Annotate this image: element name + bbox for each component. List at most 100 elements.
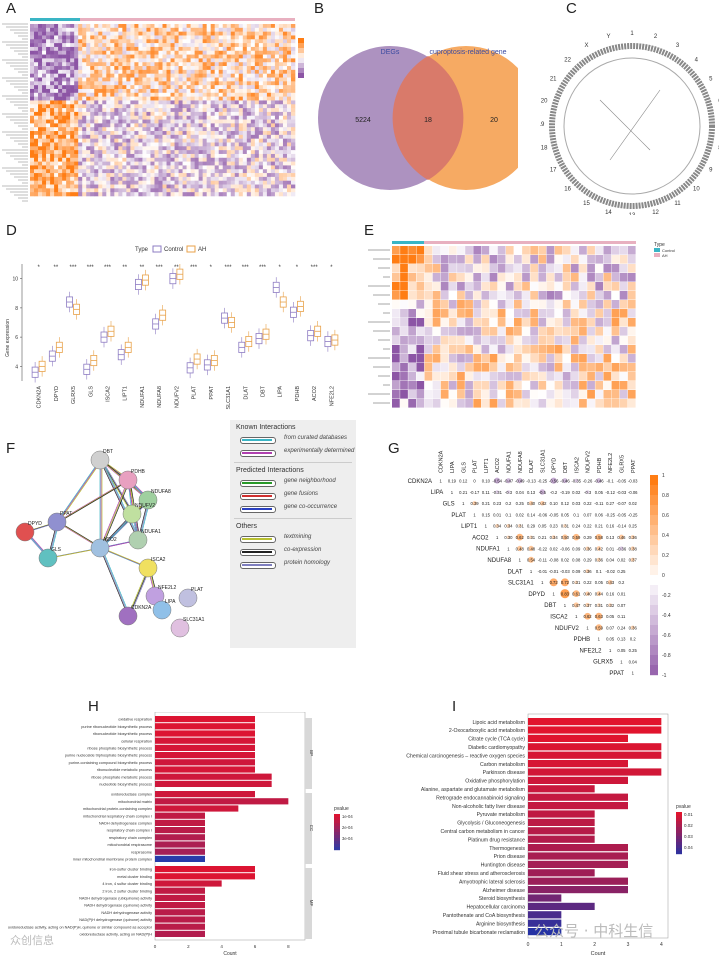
heatmap-a-cell [266, 131, 272, 136]
heatmap-a-cell [266, 46, 272, 52]
heatmap-a-cell [154, 58, 159, 63]
corr-circle [573, 533, 580, 541]
heatmap-e-cell [497, 399, 506, 408]
heatmap-a-cell [106, 138, 111, 143]
boxplot-ylabel: Gene expression [5, 319, 11, 357]
heatmap-a-cell [254, 92, 260, 97]
heatmap-a-cell [286, 146, 292, 151]
network-node [90, 450, 110, 470]
heatmap-a-cell [238, 176, 244, 182]
heatmap-a-cell [278, 24, 284, 29]
heatmap-a-cell [198, 88, 203, 94]
heatmap-e-cell [505, 282, 514, 291]
heatmap-a-cell [214, 100, 220, 105]
heatmap-a-cell [30, 131, 35, 136]
heatmap-a-cell [250, 43, 256, 48]
heatmap-a-cell [34, 24, 39, 29]
heatmap-a-cell [82, 39, 87, 44]
heatmap-a-cell [186, 92, 191, 97]
heatmap-a-cell [194, 180, 199, 185]
heatmap-a-cell [182, 188, 187, 193]
heatmap-a-cell [166, 77, 171, 82]
heatmap-a-cell [242, 115, 248, 120]
heatmap-e-cell [497, 336, 506, 345]
heatmap-a-cell [186, 85, 191, 90]
heatmap-e-cell [408, 264, 416, 273]
heatmap-a-cell [38, 96, 43, 101]
boxplot-significance: *** [311, 265, 319, 271]
heatmap-a-cell [122, 81, 127, 86]
heatmap-e-cell [514, 282, 522, 291]
heatmap-a-cell [238, 150, 244, 155]
heatmap-a-cell [206, 127, 211, 132]
heatmap-e-cell [448, 372, 457, 381]
heatmap-a-cell [202, 81, 207, 86]
heatmap-a-cell [110, 188, 115, 193]
heatmap-e-cell [465, 273, 473, 282]
heatmap-a-cell [54, 77, 59, 82]
heatmap-a-cell [278, 188, 284, 193]
heatmap-a-cell [58, 123, 63, 128]
corr-circle [551, 535, 556, 540]
heatmap-a-cell [78, 66, 83, 71]
heatmap-e-cell [473, 363, 482, 372]
venn-left-label: DEGs [381, 49, 400, 56]
corr-value: 0.34 [493, 524, 502, 529]
corr-value: 1 [462, 501, 465, 506]
heatmap-e-cell [587, 309, 595, 318]
heatmap-e-cell [481, 363, 490, 372]
heatmap-a-cell [82, 62, 87, 67]
heatmap-a-cell [70, 176, 75, 182]
heatmap-e-cell [416, 381, 425, 390]
corr-value: 0.13 [617, 637, 626, 642]
heatmap-a-cell [134, 192, 139, 197]
heatmap-a-cell [86, 153, 91, 159]
heatmap-e-cell [440, 246, 449, 255]
heatmap-a-cell [90, 85, 95, 90]
boxplot-ytick: 8 [15, 306, 18, 312]
heatmap-a-cell [170, 173, 175, 178]
heatmap-a-cell [198, 85, 203, 90]
kegg-xlabel: Count [591, 951, 606, 957]
heatmap-a-cell [66, 115, 71, 120]
heatmap-e-cell [522, 336, 530, 345]
heatmap-a-cell [30, 66, 35, 71]
heatmap-e-cell [603, 246, 612, 255]
go-group-label: MF [309, 900, 314, 907]
heatmap-a-cell [258, 127, 264, 132]
heatmap-a-cell [282, 184, 288, 189]
heatmap-e-cell [562, 273, 571, 282]
heatmap-e-cell [424, 399, 433, 408]
corr-value: 0.01 [617, 591, 626, 596]
boxplot-gene-label: NDUFV2 [174, 386, 180, 408]
heatmap-e-cell [522, 327, 530, 336]
corr-value: 0.16 [606, 524, 615, 529]
network-node [170, 618, 190, 638]
heatmap-a-cell [150, 108, 155, 113]
heatmap-a-cell [170, 88, 175, 94]
heatmap-a-cell [242, 184, 248, 189]
heatmap-a-cell [66, 35, 71, 40]
heatmap-a-cell [50, 85, 55, 90]
heatmap-e-cell [448, 381, 457, 390]
heatmap-a-cell [278, 123, 284, 128]
corr-circle [516, 533, 524, 541]
heatmap-a-cell [138, 146, 143, 151]
heatmap-e-cell [489, 309, 498, 318]
heatmap-a-cell [202, 192, 207, 197]
heatmap-a-cell [234, 150, 240, 155]
corr-circle [630, 557, 635, 562]
heatmap-a-cell [94, 119, 99, 124]
heatmap-a-cell [150, 131, 155, 136]
corr-circle [517, 477, 523, 484]
heatmap-a-cell [30, 54, 35, 59]
heatmap-a-cell [242, 169, 248, 174]
heatmap-a-cell [262, 138, 268, 143]
heatmap-a-cell [202, 27, 207, 32]
heatmap-a-cell [162, 150, 167, 155]
kegg-legend-title: pvalue [676, 804, 691, 810]
heatmap-e-cell [522, 300, 530, 309]
heatmap-a-cell [38, 92, 43, 97]
heatmap-a-cell [218, 192, 224, 197]
